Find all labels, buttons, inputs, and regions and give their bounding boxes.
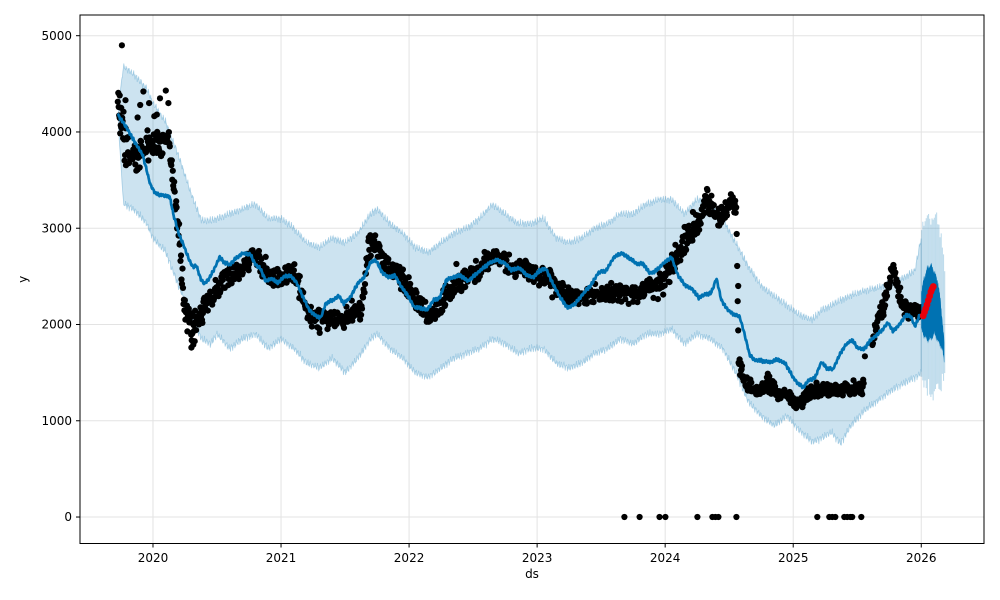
x-tick-label: 2022: [394, 551, 425, 565]
uncertainty-band: [118, 63, 922, 446]
y-tick-label: 1000: [41, 414, 72, 428]
future-forecast-region: [921, 262, 945, 363]
x-tick-label: 2020: [138, 551, 169, 565]
x-tick-label: 2025: [778, 551, 809, 565]
y-tick-label: 2000: [41, 318, 72, 332]
y-axis-label: y: [16, 276, 30, 283]
forecast-line: [117, 113, 922, 390]
axes: 2020 2021 2022 2023 2024 2025 2026 0 1000 2000 300…: [41, 14, 985, 565]
zero-value-points: [621, 513, 865, 521]
y-tick-label: 0: [64, 510, 72, 524]
y-tick-label: 5000: [41, 29, 72, 43]
x-tick-label: 2026: [906, 551, 937, 565]
y-tick-label: 4000: [41, 125, 72, 139]
recent-actual-points: [919, 283, 937, 320]
x-tick-label: 2024: [650, 551, 681, 565]
x-axis-label: ds: [525, 567, 539, 581]
x-tick-label: 2023: [522, 551, 553, 565]
y-tick-label: 3000: [41, 221, 72, 235]
x-tick-label: 2021: [266, 551, 297, 565]
